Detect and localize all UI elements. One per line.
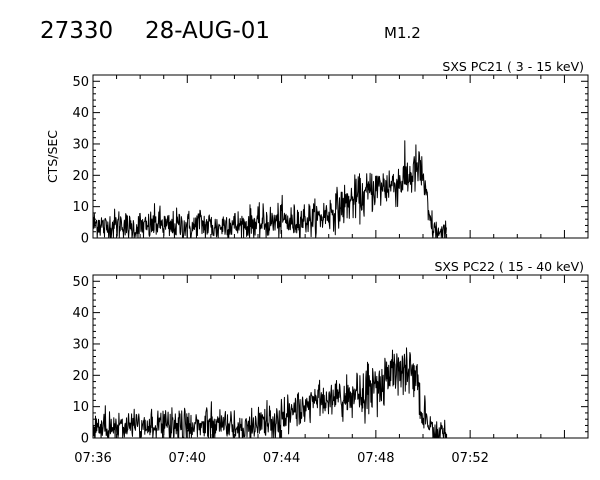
y-axis-label: CTS/SEC <box>45 130 60 183</box>
count-rate-series-1-1 <box>92 140 447 239</box>
xtick-label: 07:48 <box>357 451 394 466</box>
ytick-label: 40 <box>72 306 89 321</box>
ytick-label: 50 <box>72 275 89 290</box>
ytick-label: 0 <box>81 432 89 447</box>
ytick-label: 50 <box>72 75 89 90</box>
ytick-label: 30 <box>72 137 89 152</box>
observation-id: 27330 <box>40 18 114 44</box>
ytick-label: 10 <box>72 400 89 415</box>
plot-frame-2 <box>92 274 589 439</box>
ytick-label: 0 <box>81 232 89 247</box>
ytick-label: 10 <box>72 200 89 215</box>
panel-title-1: SXS PC21 ( 3 - 15 keV) <box>442 59 584 74</box>
flare-class-label: M1.2 <box>384 24 421 42</box>
panel-title-2: SXS PC22 ( 15 - 40 keV) <box>434 259 584 274</box>
ytick-label: 20 <box>72 369 89 384</box>
xtick-label: 07:52 <box>451 451 488 466</box>
count-rate-series-2-1 <box>92 347 447 439</box>
xtick-label: 07:36 <box>74 451 111 466</box>
ytick-label: 20 <box>72 169 89 184</box>
xtick-label: 07:44 <box>263 451 300 466</box>
ytick-label: 30 <box>72 337 89 352</box>
xtick-label: 07:40 <box>169 451 206 466</box>
observation-date: 28-AUG-01 <box>145 18 271 44</box>
ytick-label: 40 <box>72 106 89 121</box>
